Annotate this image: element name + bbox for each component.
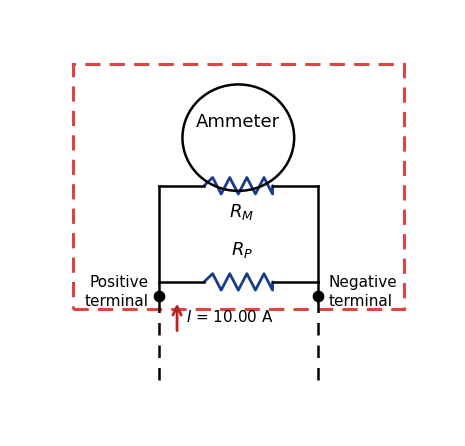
Text: Negative
terminal: Negative terminal — [328, 275, 397, 309]
Text: $R_M$: $R_M$ — [229, 202, 254, 222]
Point — [155, 292, 163, 299]
Point — [314, 292, 321, 299]
Text: Positive
terminal: Positive terminal — [84, 275, 148, 309]
Text: Ammeter: Ammeter — [196, 113, 280, 131]
Text: $R_P$: $R_P$ — [231, 240, 253, 260]
Text: $I$ = 10.00 A: $I$ = 10.00 A — [186, 309, 274, 325]
Bar — [73, 64, 404, 310]
